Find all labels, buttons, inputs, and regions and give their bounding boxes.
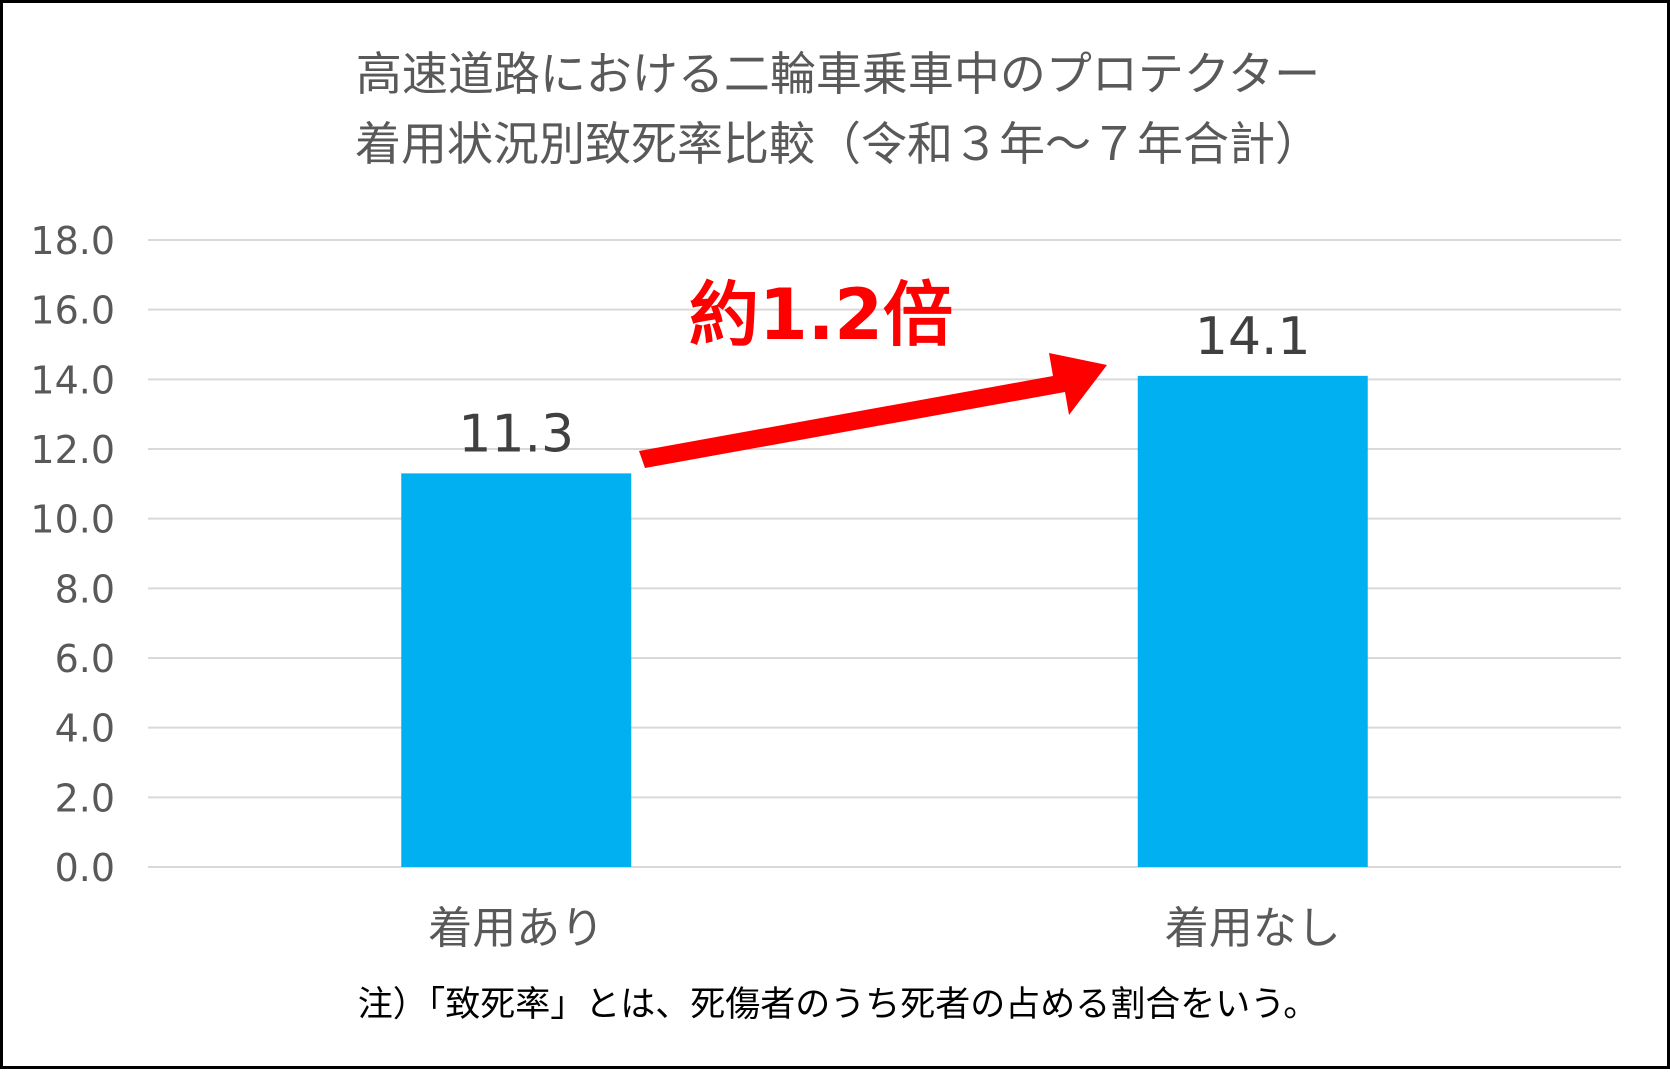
chart-title-line-1: 高速道路における二輪車乗車中のプロテクター <box>355 47 1321 101</box>
ratio-annotation: 約1.2倍 <box>689 274 953 356</box>
data-label-2: 14.1 <box>1195 307 1311 367</box>
bar-chart: 0.0 2.0 4.0 6.0 8.0 10.0 12.0 14.0 16.0 18.0 11.3… <box>30 219 1621 954</box>
x-axis-label-2: 着用なし <box>1165 903 1341 954</box>
x-axis-label-1: 着用あり <box>428 903 604 954</box>
chart-title-line-2: 着用状況別致死率比較（令和３年～７年合計） <box>355 117 1321 171</box>
data-labels: 11.3 14.1 <box>458 307 1310 465</box>
y-tick-label: 16.0 <box>30 289 115 333</box>
footnote: 注）「致死率」とは、死傷者のうち死者の占める割合をいう。 <box>357 985 1319 1025</box>
y-tick-label: 18.0 <box>30 219 115 263</box>
gridlines <box>148 239 1621 868</box>
y-axis-ticks: 0.0 2.0 4.0 6.0 8.0 10.0 12.0 14.0 16.0 18.0 <box>30 219 115 890</box>
data-label-1: 11.3 <box>458 404 574 464</box>
increase-arrow-icon <box>639 353 1107 468</box>
bar-1 <box>401 473 632 867</box>
y-tick-label: 6.0 <box>55 637 115 681</box>
annotation: 約1.2倍 <box>639 274 1107 468</box>
y-tick-label: 12.0 <box>30 428 115 472</box>
bar-2 <box>1137 375 1368 867</box>
y-tick-label: 0.0 <box>55 846 115 890</box>
y-tick-label: 10.0 <box>30 498 115 542</box>
x-axis-labels: 着用あり 着用なし <box>428 903 1341 954</box>
y-tick-label: 4.0 <box>55 707 115 751</box>
y-tick-label: 14.0 <box>30 358 115 402</box>
y-tick-label: 2.0 <box>55 776 115 820</box>
y-tick-label: 8.0 <box>55 567 115 611</box>
bars <box>401 375 1368 867</box>
